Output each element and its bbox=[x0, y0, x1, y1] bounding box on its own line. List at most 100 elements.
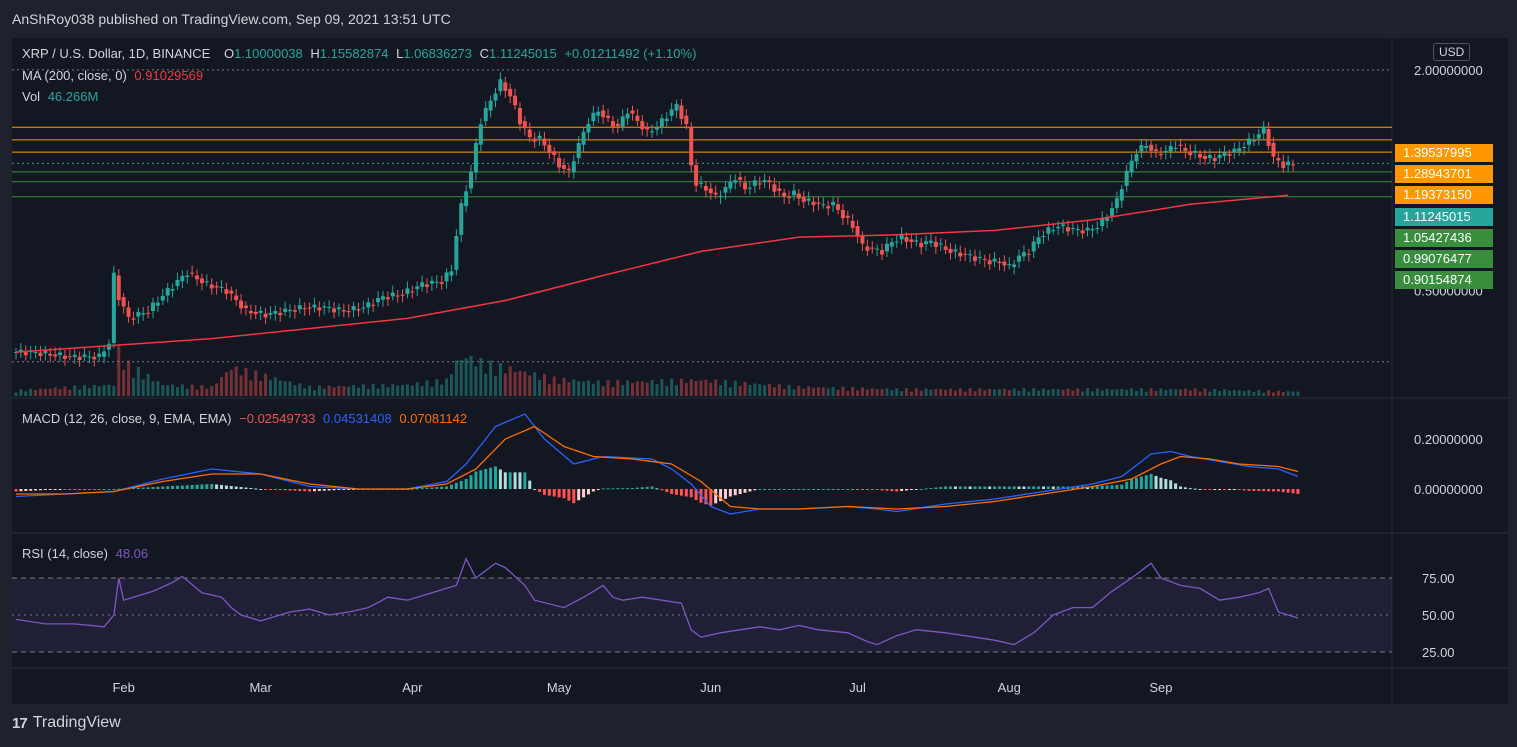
chart-canvas[interactable]: 2.000000000.500000000.200000000.00000000… bbox=[12, 38, 1508, 704]
candle-body bbox=[586, 123, 591, 133]
volume-bar bbox=[846, 390, 850, 396]
macd-hist-bar bbox=[679, 489, 683, 496]
candle-body bbox=[273, 310, 278, 314]
volume-bar bbox=[278, 380, 282, 396]
volume-bar bbox=[1007, 390, 1011, 396]
candle-body bbox=[307, 307, 312, 309]
macd-hist-bar bbox=[958, 486, 962, 489]
macd-hist-bar bbox=[239, 487, 243, 489]
candle-body bbox=[865, 246, 870, 251]
macd-hist-bar bbox=[435, 487, 439, 489]
macd-hist-bar bbox=[875, 489, 879, 490]
candle-body bbox=[562, 165, 566, 169]
macd-hist-bar bbox=[606, 488, 610, 490]
macd-hist-bar bbox=[601, 488, 605, 490]
volume-bar bbox=[1203, 388, 1207, 396]
volume-bar bbox=[151, 381, 155, 396]
candle-body bbox=[454, 235, 459, 270]
horizontal-levels bbox=[12, 126, 1392, 198]
volume-bar bbox=[1125, 390, 1129, 396]
macd-hist-bar bbox=[1120, 484, 1124, 489]
chart-frame[interactable]: 2.00000000 0.50000000 0.20000000 0.00000000… bbox=[12, 38, 1508, 704]
macd-hist-bar bbox=[1169, 480, 1173, 489]
candle-body bbox=[650, 131, 655, 133]
macd-hist-bar bbox=[846, 489, 850, 490]
volume-bar bbox=[1012, 388, 1016, 396]
volume-bar bbox=[244, 367, 248, 396]
macd-hist-bar bbox=[650, 486, 654, 489]
volume-bar bbox=[1110, 389, 1114, 396]
volume-bar bbox=[1242, 391, 1246, 396]
candle-body bbox=[371, 304, 376, 306]
macd-hist-bar bbox=[53, 489, 57, 490]
macd-hist-bar bbox=[87, 489, 91, 490]
volume-bar bbox=[332, 387, 336, 396]
macd-hist-bar bbox=[489, 467, 493, 489]
macd-hist-bar bbox=[591, 489, 595, 492]
volume-bar bbox=[234, 366, 238, 396]
macd-hist-bar bbox=[953, 486, 957, 489]
candle-body bbox=[860, 235, 865, 244]
rsi-value: 48.06 bbox=[115, 546, 149, 561]
macd-hist-bar bbox=[141, 487, 145, 489]
volume-bar bbox=[621, 385, 625, 396]
candle-body bbox=[772, 184, 777, 192]
macd-hist-bar bbox=[180, 485, 184, 489]
macd-hist-bar bbox=[513, 472, 517, 489]
macd-hist-bar bbox=[1193, 488, 1197, 490]
candle-body bbox=[571, 161, 576, 173]
macd-hist-bar bbox=[332, 489, 336, 491]
volume-bar bbox=[831, 386, 835, 396]
macd-hist-bar bbox=[1125, 481, 1129, 489]
macd-hist-bar bbox=[1227, 489, 1231, 490]
candle-body bbox=[151, 302, 155, 312]
volume-bar bbox=[733, 380, 737, 396]
macd-hist-bar bbox=[655, 488, 659, 490]
candle-body bbox=[165, 288, 170, 296]
candle-body bbox=[380, 296, 385, 300]
price-label-support: 1.05427436 bbox=[1395, 228, 1493, 247]
macd-hist-bar bbox=[880, 489, 884, 491]
candle-body bbox=[361, 307, 366, 309]
candle-body bbox=[332, 308, 337, 313]
candle-body bbox=[243, 305, 248, 308]
candle-body bbox=[664, 118, 669, 122]
volume-bar bbox=[445, 378, 449, 396]
macd-hist-bar bbox=[1027, 486, 1031, 489]
candle-body bbox=[640, 121, 645, 130]
macd-hist-bar bbox=[993, 486, 997, 489]
macd-hist-bar bbox=[621, 488, 625, 490]
macd-hist-bar bbox=[68, 489, 72, 490]
volume-bar bbox=[396, 385, 400, 396]
candle-body bbox=[1061, 224, 1066, 227]
volume-bar bbox=[709, 382, 713, 396]
volume-bar bbox=[934, 389, 938, 396]
volume-bar bbox=[1164, 390, 1168, 396]
macd-hist-bar bbox=[1296, 489, 1300, 494]
macd-hist-bar bbox=[185, 485, 189, 489]
macd-hist-bar bbox=[19, 489, 23, 492]
candle-body bbox=[82, 354, 87, 357]
volume-bar bbox=[254, 370, 258, 396]
macd-hist-bar bbox=[166, 486, 170, 489]
candle-body bbox=[258, 310, 263, 313]
currency-button[interactable]: USD bbox=[1433, 43, 1471, 61]
macd-hist-bar bbox=[210, 484, 214, 489]
ma-label: MA (200, close, 0) bbox=[22, 68, 127, 83]
volume-bar bbox=[1232, 390, 1236, 396]
candle-body bbox=[278, 312, 283, 316]
candle-body bbox=[576, 142, 581, 159]
volume-bar bbox=[484, 373, 488, 396]
candle-body bbox=[43, 350, 48, 354]
volume-bar bbox=[180, 384, 184, 396]
low-label: L bbox=[396, 46, 404, 61]
candle-body bbox=[234, 295, 239, 300]
volume-bar bbox=[1032, 388, 1036, 396]
candle-body bbox=[483, 108, 488, 122]
volume-bar bbox=[489, 360, 493, 396]
candle-body bbox=[513, 95, 518, 106]
candle-body bbox=[106, 343, 111, 350]
candle-body bbox=[229, 290, 234, 294]
macd-hist-bar bbox=[797, 489, 801, 490]
macd-hist-bar bbox=[425, 487, 429, 489]
